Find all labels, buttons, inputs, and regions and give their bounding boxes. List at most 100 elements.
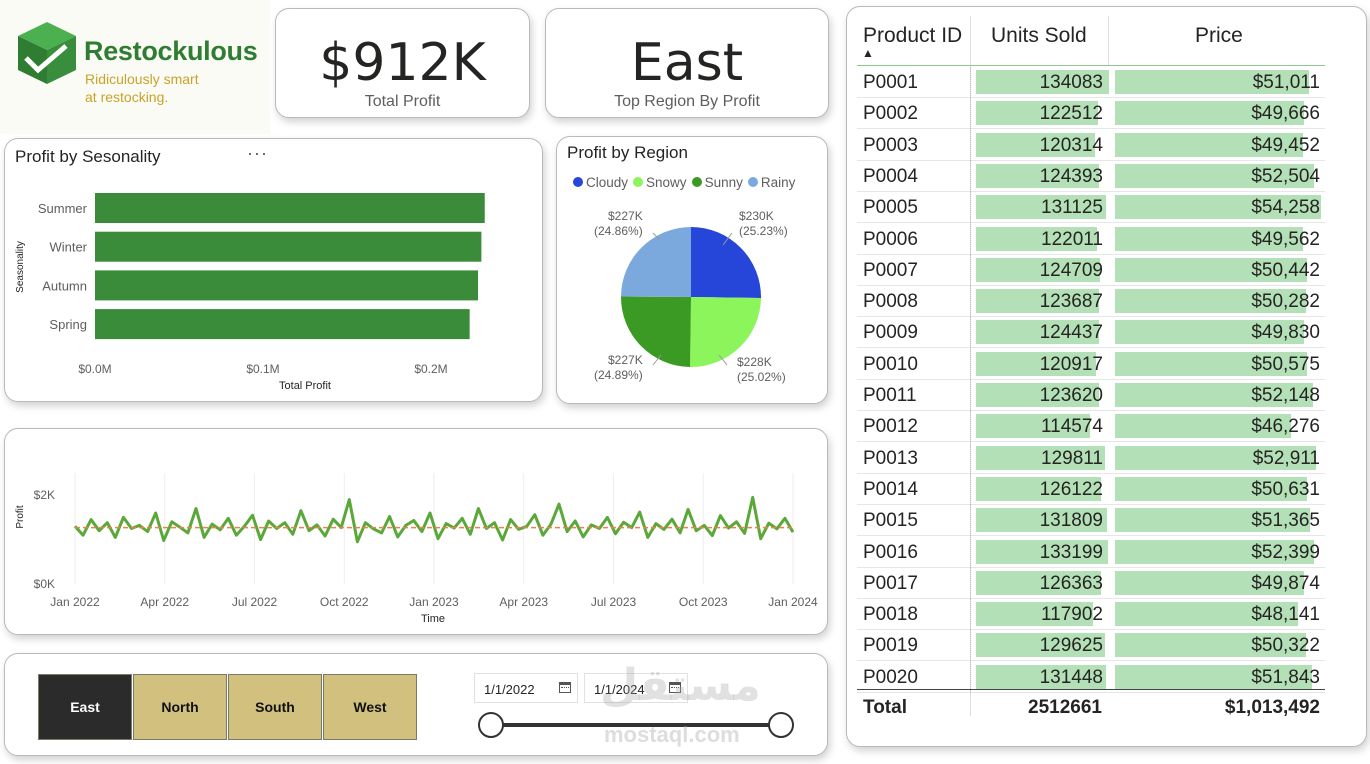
table-row[interactable]: P0005 131125 $54,258: [857, 192, 1325, 224]
season-bar: [95, 231, 482, 262]
col-header-units-sold[interactable]: Units Sold: [991, 24, 1087, 47]
price-cell: $51,011: [1252, 72, 1320, 93]
units-cell: 123620: [1039, 385, 1103, 406]
units-cell: 134083: [1039, 72, 1103, 93]
cell-divider: [970, 67, 971, 98]
date-range-track[interactable]: [491, 723, 783, 727]
table-row[interactable]: P0019 129625 $50,322: [857, 630, 1325, 662]
table-row[interactable]: P0015 131809 $51,365: [857, 505, 1325, 537]
price-cell: $48,141: [1251, 604, 1320, 626]
legend-item-snowy[interactable]: Snowy: [633, 175, 687, 190]
sort-asc-icon[interactable]: ▲: [862, 46, 874, 60]
price-bar: [1115, 508, 1310, 533]
table-row[interactable]: P0010 120917 $50,575: [857, 348, 1325, 380]
end-date-input[interactable]: 1/1/2024: [584, 673, 688, 703]
ts-y-tick: $0K: [34, 577, 55, 591]
legend-item-sunny[interactable]: Sunny: [691, 175, 743, 190]
date-range-start-handle[interactable]: [478, 712, 504, 738]
product-id-cell: P0016: [863, 541, 918, 563]
pie-slice-sunny: [621, 296, 691, 367]
price-bar: [1115, 633, 1306, 658]
table-row[interactable]: P0008 123687 $50,282: [857, 286, 1325, 318]
seasonality-chart-card: Profit by Sesonality ··· Summer Winter Aut…: [4, 138, 543, 402]
col-header-price[interactable]: Price: [1195, 24, 1243, 47]
date-range-end-handle[interactable]: [768, 712, 794, 738]
ts-x-tick: Jan 2023: [409, 595, 459, 609]
region-pie-chart: [621, 227, 761, 367]
price-cell: $52,148: [1251, 385, 1320, 406]
region-button-east[interactable]: East: [38, 674, 132, 740]
price-cell: $46,276: [1251, 416, 1320, 438]
legend-dot-icon: [691, 177, 702, 187]
season-x-axis-title: Total Profit: [279, 380, 331, 392]
table-row[interactable]: P0016 133199 $52,399: [857, 536, 1325, 568]
price-bar: [1115, 351, 1307, 376]
kpi-total-profit-label: Total Profit: [364, 93, 441, 110]
col-header-product-id[interactable]: Product ID: [863, 24, 963, 47]
pie-label-rainy: $227K (24.86%): [594, 209, 643, 238]
cell-divider: [970, 254, 971, 286]
units-cell: 124393: [1039, 165, 1103, 187]
profit-line-series: [73, 495, 795, 544]
season-category-label: Autumn: [42, 278, 87, 293]
legend-item-rainy[interactable]: Rainy: [747, 175, 795, 190]
units-bar: [976, 195, 1106, 220]
units-bar: [976, 101, 1098, 126]
price-bar: [1115, 664, 1312, 689]
season-bar: [95, 270, 479, 301]
units-cell: 129811: [1041, 447, 1103, 469]
table-row[interactable]: P0013 129811 $52,911: [857, 442, 1325, 474]
pie-label-snowy: $228K (25.02%): [737, 355, 786, 384]
units-bar: [976, 476, 1101, 501]
region-button-north[interactable]: North: [133, 674, 227, 740]
price-bar: [1115, 570, 1304, 595]
product-id-cell: P0006: [863, 228, 918, 250]
table-row[interactable]: P0001 134083 $51,011: [857, 67, 1325, 98]
cell-divider: [970, 473, 971, 505]
brand-tagline-2: at restocking.: [85, 89, 169, 105]
table-row[interactable]: P0003 120314 $49,452: [857, 129, 1325, 161]
region-button-west[interactable]: West: [323, 674, 417, 740]
table-row[interactable]: P0006 122011 $49,562: [857, 223, 1325, 255]
table-row[interactable]: P0017 126363 $49,874: [857, 567, 1325, 599]
total-price: $1,013,492: [1224, 697, 1320, 718]
brand-name: Restockulous: [84, 36, 258, 66]
product-id-cell: P0001: [863, 72, 918, 93]
units-bar: [976, 351, 1096, 376]
units-bar: [976, 320, 1099, 345]
region-button-south[interactable]: South: [228, 674, 322, 740]
units-cell: 122011: [1041, 228, 1103, 250]
product-id-cell: P0010: [863, 353, 918, 375]
legend-dot-icon: [633, 177, 644, 187]
table-row[interactable]: P0004 124393 $52,504: [857, 160, 1325, 192]
table-row[interactable]: P0002 122512 $49,666: [857, 98, 1325, 130]
price-bar: [1115, 445, 1316, 470]
units-cell: 131809: [1039, 510, 1103, 532]
kpi-total-profit-card: $912K Total Profit: [275, 8, 530, 118]
table-row[interactable]: P0011 123620 $52,148: [857, 380, 1325, 411]
legend-dot-icon: [747, 177, 758, 187]
units-cell: 124709: [1039, 259, 1103, 281]
units-cell: 133199: [1039, 541, 1103, 563]
cell-divider: [970, 505, 971, 537]
units-cell: 122512: [1039, 103, 1103, 125]
table-row[interactable]: P0012 114574 $46,276: [857, 411, 1325, 443]
calendar-icon[interactable]: [559, 682, 571, 693]
start-date-input[interactable]: 1/1/2022: [474, 673, 578, 703]
units-cell: 123687: [1039, 291, 1103, 313]
calendar-icon[interactable]: [669, 682, 681, 693]
price-cell: $50,442: [1251, 259, 1320, 281]
table-row[interactable]: P0009 124437 $49,830: [857, 317, 1325, 349]
price-bar: [1115, 132, 1303, 157]
legend-item-cloudy[interactable]: Cloudy: [573, 175, 628, 190]
units-bar: [976, 414, 1090, 439]
table-row[interactable]: P0020 131448 $51,843: [857, 661, 1325, 693]
product-id-cell: P0008: [863, 291, 918, 313]
table-row[interactable]: P0007 124709 $50,442: [857, 254, 1325, 286]
units-bar: [976, 257, 1100, 282]
table-row[interactable]: P0014 126122 $50,631: [857, 473, 1325, 505]
more-options-icon[interactable]: ···: [247, 143, 268, 163]
table-row[interactable]: P0018 117902 $48,141: [857, 599, 1325, 631]
ts-x-tick: Jan 2024: [768, 595, 818, 609]
pie-slice-snowy: [690, 297, 761, 367]
